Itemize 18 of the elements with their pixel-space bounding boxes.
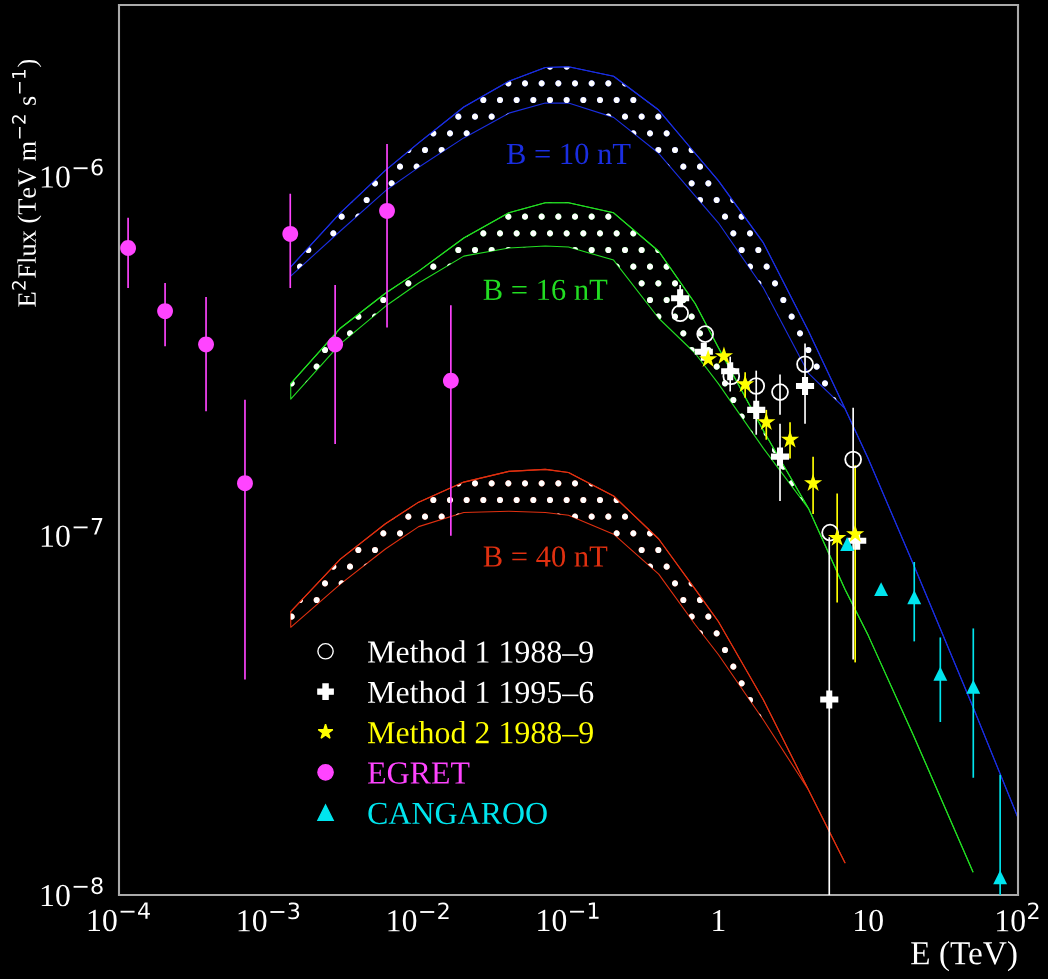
y-tick-label: 10$^{−6}$ (41, 158, 103, 188)
y-tick-label: 10$^{−7}$ (41, 518, 103, 547)
x-axis-title: E (TeV) (911, 941, 1017, 972)
legend-label: Method 2 1988–9 (367, 720, 593, 744)
x-tick-label: 10$^{−1}$ (538, 902, 599, 932)
x-tick-label: 10$^{2}$ (997, 902, 1039, 932)
legend-label: Method 1 1988–9 (367, 640, 593, 663)
x-tick-label: 1 (713, 909, 725, 932)
series-label: B = 16 nT (483, 279, 608, 301)
series-label: B = 10 nT (506, 143, 631, 165)
y-axis-title: E$^{2}$Flux (TeV m$^{−2}$ s$^{−1}$) (11, 59, 42, 307)
x-tick-label: 10 (855, 909, 883, 932)
legend-label: Method 1 1995–6 (367, 680, 594, 704)
legend-label: CANGAROO (368, 802, 547, 825)
x-tick-label: 10$^{−3}$ (238, 902, 300, 932)
legend-label: EGRET (367, 762, 470, 784)
x-tick-label: 10$^{−2}$ (388, 902, 449, 932)
series-label: B = 40 nT (483, 546, 608, 567)
